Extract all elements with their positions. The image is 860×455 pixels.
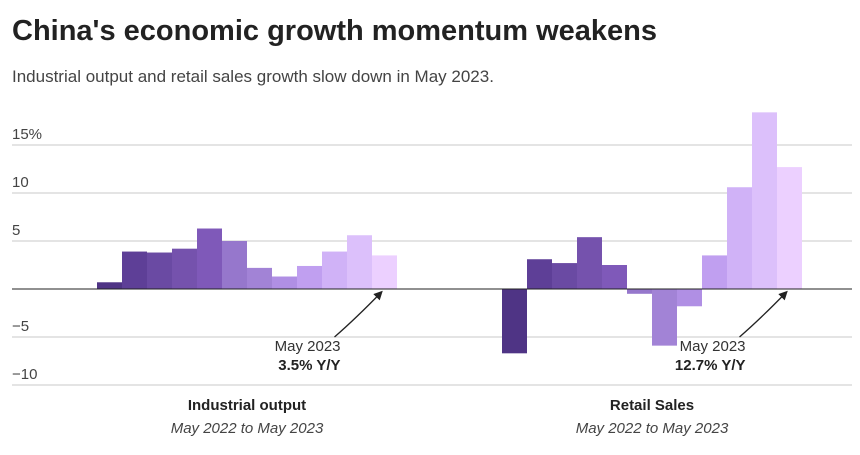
annotation-line: 3.5% Y/Y <box>278 357 340 374</box>
annotation-line: May 2023 <box>680 338 746 355</box>
bar <box>702 255 727 289</box>
bar <box>677 289 702 307</box>
bar <box>247 267 272 289</box>
bar <box>172 248 197 289</box>
bar <box>272 276 297 289</box>
y-tick-label: 15% <box>12 126 42 143</box>
bar <box>122 251 147 289</box>
bar <box>147 252 172 289</box>
y-tick-label: 5 <box>12 222 20 239</box>
group-sublabel: May 2022 to May 2023 <box>171 420 324 437</box>
annotation-arrow <box>739 290 788 338</box>
group-label: Industrial output <box>188 397 306 414</box>
bar <box>347 235 372 289</box>
bar <box>577 237 602 289</box>
bar <box>602 265 627 289</box>
y-tick-label: −5 <box>12 318 29 335</box>
bar <box>752 112 777 289</box>
group-label: Retail Sales <box>610 397 694 414</box>
bar <box>502 289 527 354</box>
annotation-arrow <box>334 290 383 338</box>
group-sublabel: May 2022 to May 2023 <box>576 420 729 437</box>
y-tick-label: 10 <box>12 174 29 191</box>
annotation-line: May 2023 <box>275 338 341 355</box>
bar <box>777 167 802 289</box>
y-tick-label: −10 <box>12 366 37 383</box>
bar <box>197 228 222 289</box>
bar <box>222 241 247 289</box>
bar <box>552 263 577 289</box>
bar <box>372 255 397 289</box>
bar <box>627 289 652 294</box>
annotation-line: 12.7% Y/Y <box>675 357 746 374</box>
bar <box>322 251 347 289</box>
bar <box>97 282 122 289</box>
bar <box>527 259 552 289</box>
chart-title: China's economic growth momentum weakens <box>12 15 657 47</box>
bar <box>652 289 677 346</box>
bar <box>727 187 752 289</box>
bar <box>297 265 322 289</box>
chart-subtitle: Industrial output and retail sales growt… <box>12 67 494 86</box>
